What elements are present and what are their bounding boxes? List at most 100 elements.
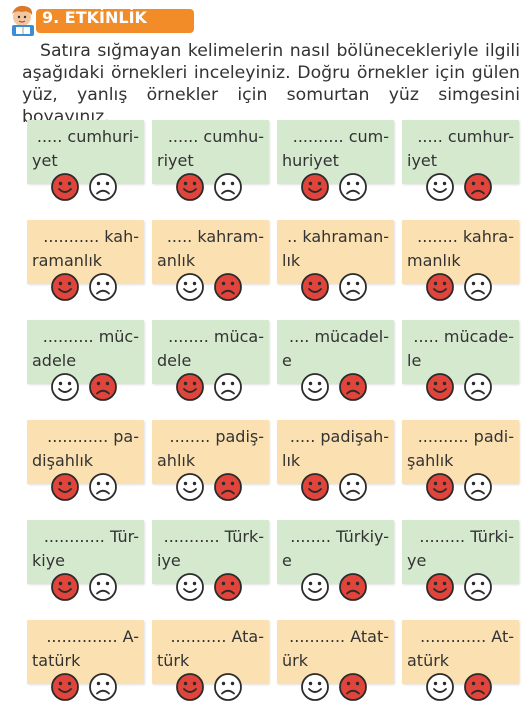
frowning-face-icon[interactable] (338, 372, 368, 402)
frowning-face-icon[interactable] (463, 672, 493, 702)
smiley-face-icon[interactable] (300, 372, 330, 402)
smiley-face-icon[interactable] (300, 572, 330, 602)
frowning-face-icon[interactable] (88, 272, 118, 302)
word-line-2: anlık (157, 251, 196, 270)
word-line-1: .............. A- (46, 627, 139, 646)
word-line-2: adele (32, 351, 77, 370)
word-line-1: .......... padi- (417, 427, 514, 446)
smiley-face-icon[interactable] (300, 472, 330, 502)
face-choices (50, 472, 122, 506)
frowning-face-icon[interactable] (463, 372, 493, 402)
frowning-face-icon[interactable] (213, 472, 243, 502)
frowning-face-icon[interactable] (88, 372, 118, 402)
frowning-face-icon[interactable] (88, 472, 118, 502)
smiley-face-icon[interactable] (300, 672, 330, 702)
face-choices (50, 672, 122, 706)
exercise-card: ......... Türki-ye (402, 520, 519, 607)
smiley-face-icon[interactable] (50, 272, 80, 302)
smiley-face-icon[interactable] (50, 572, 80, 602)
smiley-face-icon[interactable] (300, 272, 330, 302)
smiley-face-icon[interactable] (425, 372, 455, 402)
frowning-face-icon[interactable] (338, 572, 368, 602)
word-card-background: ............. At-atürk (402, 620, 519, 684)
face-choices (175, 472, 247, 506)
frowning-face-icon[interactable] (88, 172, 118, 202)
word-line-1: ..... mücade- (413, 327, 514, 346)
word-line-1: ........ müca- (168, 327, 264, 346)
word-line-2: iyet (407, 151, 438, 170)
face-choices (425, 672, 497, 706)
smiley-face-icon[interactable] (50, 172, 80, 202)
smiley-face-icon[interactable] (50, 472, 80, 502)
activity-title: 9. ETKİNLİK (42, 8, 147, 27)
face-choices (425, 572, 497, 606)
exercise-card: .......... müc-adele (27, 320, 144, 407)
face-choices (50, 272, 122, 306)
frowning-face-icon[interactable] (463, 472, 493, 502)
word-card-background: ..... kahram-anlık (152, 220, 269, 284)
frowning-face-icon[interactable] (463, 572, 493, 602)
smiley-face-icon[interactable] (425, 472, 455, 502)
frowning-face-icon[interactable] (463, 172, 493, 202)
frowning-face-icon[interactable] (88, 672, 118, 702)
word-card-background: .......... müc-adele (27, 320, 144, 384)
word-line-1: .......... müc- (42, 327, 139, 346)
smiley-face-icon[interactable] (300, 172, 330, 202)
frowning-face-icon[interactable] (213, 672, 243, 702)
smiley-face-icon[interactable] (175, 472, 205, 502)
exercise-card: .... mücadel-e (277, 320, 394, 407)
word-line-1: ..... cumhuri- (36, 127, 139, 146)
word-card-background: ..... cumhur-iyet (402, 120, 519, 184)
word-line-1: ..... cumhur- (417, 127, 514, 146)
smiley-face-icon[interactable] (175, 172, 205, 202)
exercise-card: .......... cum-huriyet (277, 120, 394, 207)
face-choices (175, 572, 247, 606)
face-choices (175, 272, 247, 306)
smiley-face-icon[interactable] (175, 372, 205, 402)
smiley-face-icon[interactable] (425, 672, 455, 702)
frowning-face-icon[interactable] (213, 172, 243, 202)
smiley-face-icon[interactable] (175, 672, 205, 702)
word-line-1: ........... kah- (43, 227, 139, 246)
face-choices (50, 172, 122, 206)
student-reading-mascot-icon (12, 5, 34, 36)
frowning-face-icon[interactable] (88, 572, 118, 602)
frowning-face-icon[interactable] (338, 172, 368, 202)
word-line-1: ............ pa- (47, 427, 139, 446)
word-line-2: kiye (32, 551, 66, 570)
frowning-face-icon[interactable] (338, 272, 368, 302)
face-choices (425, 272, 497, 306)
word-line-2: ramanlık (32, 251, 103, 270)
smiley-face-icon[interactable] (425, 272, 455, 302)
word-card-background: ........... Ata-türk (152, 620, 269, 684)
smiley-face-icon[interactable] (175, 272, 205, 302)
word-line-2: tatürk (32, 651, 81, 670)
word-line-1: ........ Türkiy- (290, 527, 389, 546)
word-card-background: ..... mücade-le (402, 320, 519, 384)
word-card-background: ............ pa-dişahlık (27, 420, 144, 484)
smiley-face-icon[interactable] (175, 572, 205, 602)
smiley-face-icon[interactable] (425, 172, 455, 202)
word-card-background: ........... Atat-ürk (277, 620, 394, 684)
frowning-face-icon[interactable] (338, 672, 368, 702)
word-card-background: ........ kahra-manlık (402, 220, 519, 284)
smiley-face-icon[interactable] (50, 672, 80, 702)
word-line-2: ahlık (157, 451, 196, 470)
frowning-face-icon[interactable] (213, 372, 243, 402)
word-line-1: ...... cumhu- (167, 127, 264, 146)
frowning-face-icon[interactable] (338, 472, 368, 502)
frowning-face-icon[interactable] (463, 272, 493, 302)
word-line-2: yet (32, 151, 58, 170)
word-line-2: türk (157, 651, 190, 670)
exercise-grid: ..... cumhuri-yet ...... cumhu-riyet.....… (27, 120, 521, 720)
frowning-face-icon[interactable] (213, 572, 243, 602)
face-choices (300, 372, 372, 406)
word-line-2: riyet (157, 151, 194, 170)
word-card-background: ............ Tür-kiye (27, 520, 144, 584)
exercise-card: ..... cumhuri-yet (27, 120, 144, 207)
word-line-2: iye (157, 551, 181, 570)
smiley-face-icon[interactable] (50, 372, 80, 402)
frowning-face-icon[interactable] (213, 272, 243, 302)
face-choices (50, 572, 122, 606)
smiley-face-icon[interactable] (425, 572, 455, 602)
